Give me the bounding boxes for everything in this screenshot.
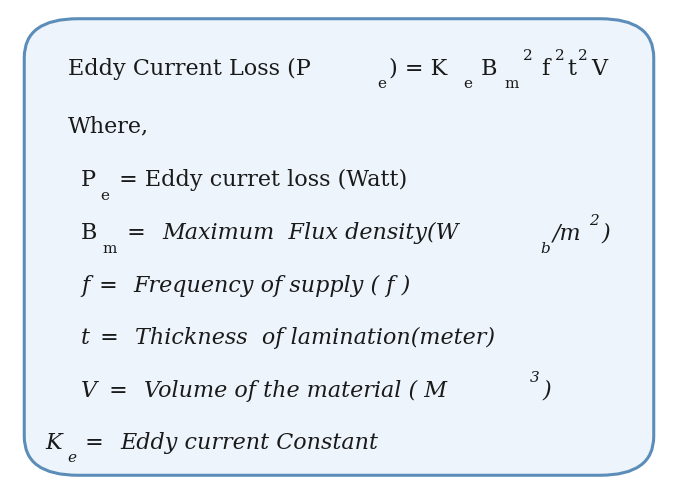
Text: ) = K: ) = K [388, 58, 447, 80]
Text: =: = [79, 432, 111, 453]
Text: V: V [591, 58, 607, 80]
Text: t: t [567, 58, 576, 80]
Text: B: B [475, 58, 498, 80]
Text: e: e [67, 451, 76, 465]
Text: 2: 2 [578, 49, 588, 63]
Text: m: m [102, 242, 117, 256]
Text: t: t [81, 327, 90, 349]
Text: Eddy current Constant: Eddy current Constant [120, 432, 378, 453]
Text: Eddy Current Loss (P: Eddy Current Loss (P [68, 57, 311, 80]
Text: =: = [121, 222, 153, 244]
Text: 3: 3 [530, 371, 540, 385]
Text: ): ) [601, 222, 610, 244]
Text: Maximum  Flux density(W: Maximum Flux density(W [162, 222, 459, 244]
Text: 2: 2 [589, 214, 599, 228]
Text: K: K [45, 432, 62, 453]
Text: =: = [93, 327, 125, 349]
Text: Where,: Where, [68, 116, 149, 138]
Text: Frequency of supply ( f ): Frequency of supply ( f ) [134, 275, 411, 297]
Text: = Eddy curret loss (Watt): = Eddy curret loss (Watt) [112, 169, 407, 191]
Text: ): ) [542, 379, 551, 402]
Text: Thickness  of lamination(meter): Thickness of lamination(meter) [134, 327, 494, 349]
Text: Volume of the material ( M: Volume of the material ( M [144, 379, 447, 402]
Text: P: P [81, 169, 96, 191]
Text: e: e [377, 77, 386, 91]
Text: m: m [504, 77, 519, 91]
Text: B: B [81, 222, 98, 244]
Text: 2: 2 [523, 49, 532, 63]
Text: 2: 2 [555, 49, 564, 63]
Text: b: b [540, 242, 550, 256]
Text: =: = [92, 275, 125, 297]
Text: V: V [81, 379, 98, 402]
Text: e: e [463, 77, 472, 91]
Text: /m: /m [553, 222, 581, 244]
FancyBboxPatch shape [24, 19, 654, 475]
Text: f: f [535, 58, 551, 80]
Text: f: f [81, 275, 89, 297]
Text: e: e [100, 189, 109, 203]
Text: =: = [102, 379, 135, 402]
